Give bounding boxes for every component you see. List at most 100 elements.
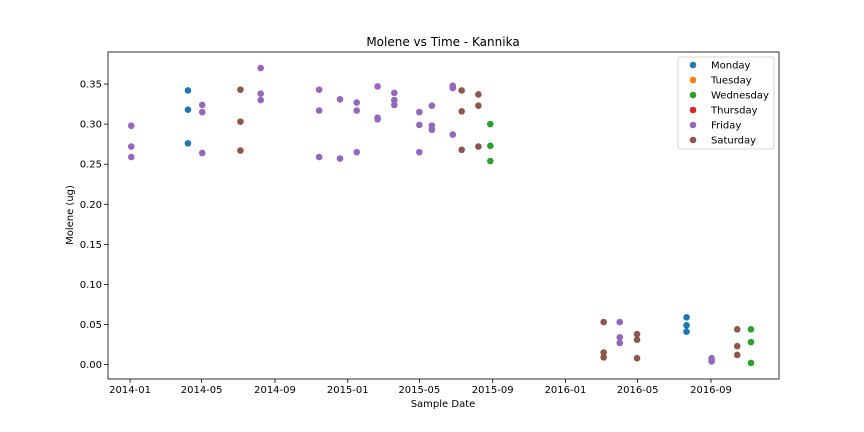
data-point-friday xyxy=(127,143,135,150)
legend-marker-saturday xyxy=(689,136,697,144)
x-tick-label: 2015-05 xyxy=(398,385,440,396)
y-axis-label: Molene (ug) xyxy=(65,185,76,245)
data-point-saturday xyxy=(633,336,641,344)
data-point-friday xyxy=(390,101,398,109)
y-tick-label: 0.05 xyxy=(80,320,102,331)
x-tick-label: 2015-01 xyxy=(327,385,369,396)
x-tick-label: 2014-01 xyxy=(109,385,151,396)
data-point-monday xyxy=(683,328,690,336)
data-point-saturday xyxy=(633,330,641,338)
x-axis-ticks: 2014-01 2014-05 2014-09 2015-01 2015-05 2015-… xyxy=(109,379,732,396)
data-point-saturday xyxy=(458,108,465,115)
data-point-saturday xyxy=(733,326,741,333)
data-point-friday xyxy=(428,102,436,109)
data-point-saturday xyxy=(237,86,244,93)
data-point-friday xyxy=(127,153,135,161)
data-point-friday xyxy=(353,148,361,156)
legend-label-wednesday: Wednesday xyxy=(711,91,769,102)
legend-label-tuesday: Tuesday xyxy=(710,76,752,87)
data-point-saturday xyxy=(600,318,607,326)
data-point-friday xyxy=(374,116,381,123)
x-tick-label: 2014-05 xyxy=(181,385,223,396)
data-point-monday xyxy=(184,140,192,147)
legend-marker-thursday xyxy=(689,106,697,114)
x-tick-label: 2014-09 xyxy=(254,385,296,396)
data-point-friday xyxy=(336,155,344,162)
legend-label-friday: Friday xyxy=(711,121,741,132)
data-point-wednesday xyxy=(487,157,494,165)
y-tick-label: 0.15 xyxy=(80,240,102,251)
y-tick-label: 0.10 xyxy=(80,280,102,291)
data-point-friday xyxy=(257,90,264,97)
data-point-friday xyxy=(127,122,135,130)
data-point-friday xyxy=(708,358,715,365)
plot-area xyxy=(108,52,779,379)
data-point-friday xyxy=(315,86,323,93)
x-axis-label: Sample Date xyxy=(411,399,476,410)
data-point-wednesday xyxy=(747,326,755,333)
data-point-monday xyxy=(184,87,192,94)
data-point-monday xyxy=(683,322,690,329)
data-point-saturday xyxy=(237,118,244,126)
data-point-friday xyxy=(257,64,264,72)
data-point-friday xyxy=(374,83,381,90)
legend-box xyxy=(677,56,775,150)
data-point-friday xyxy=(257,96,264,104)
y-axis-ticks: 0.00 0.05 0.10 0.15 0.20 0.25 0.30 0.35 xyxy=(80,80,108,371)
data-point-saturday xyxy=(600,354,607,361)
data-point-wednesday xyxy=(487,142,494,150)
data-point-wednesday xyxy=(747,359,755,367)
data-point-friday xyxy=(198,101,206,109)
legend-marker-monday xyxy=(689,61,697,69)
legend-marker-wednesday xyxy=(689,91,697,99)
data-point-saturday xyxy=(475,91,482,98)
data-point-saturday xyxy=(458,87,465,94)
data-point-friday xyxy=(449,131,457,138)
data-point-friday xyxy=(198,149,206,157)
y-tick-label: 0.20 xyxy=(80,200,102,211)
data-point-saturday xyxy=(237,147,244,154)
legend-label-thursday: Thursday xyxy=(710,106,758,117)
legend-label-saturday: Saturday xyxy=(711,136,756,147)
data-point-friday xyxy=(616,334,624,341)
data-point-friday xyxy=(353,99,361,106)
data-point-friday xyxy=(315,107,323,114)
data-point-friday xyxy=(353,107,361,114)
data-point-friday xyxy=(336,95,344,103)
data-point-friday xyxy=(315,153,323,161)
data-point-friday xyxy=(449,84,457,92)
data-point-saturday xyxy=(733,351,741,359)
data-point-saturday xyxy=(633,354,641,362)
x-tick-label: 2016-05 xyxy=(617,385,659,396)
x-tick-label: 2015-09 xyxy=(472,385,514,396)
x-tick-label: 2016-09 xyxy=(690,385,732,396)
legend-label-monday: Monday xyxy=(711,61,751,72)
y-tick-label: 0.30 xyxy=(80,120,102,131)
data-point-wednesday xyxy=(487,120,494,128)
chart-title: Molene vs Time - Kannika xyxy=(366,35,519,49)
data-point-friday xyxy=(416,148,423,156)
plot-frame xyxy=(107,51,780,380)
y-tick-label: 0.00 xyxy=(80,360,102,371)
data-point-friday xyxy=(390,96,398,104)
data-point-friday xyxy=(616,339,624,347)
data-point-saturday xyxy=(733,342,741,350)
data-point-monday xyxy=(184,106,192,114)
legend-marker-tuesday xyxy=(689,76,697,84)
data-point-friday xyxy=(198,108,206,116)
data-point-friday xyxy=(428,126,436,134)
x-tick-label: 2016-01 xyxy=(545,385,587,396)
y-tick-label: 0.25 xyxy=(80,160,102,171)
data-point-friday xyxy=(416,108,423,116)
data-point-saturday xyxy=(600,349,607,356)
y-tick-label: 0.35 xyxy=(80,80,102,91)
legend-marker-friday xyxy=(689,121,697,129)
data-point-friday xyxy=(390,89,398,97)
legend: Monday Tuesday Wednesday Thursday Friday Satu… xyxy=(677,56,775,150)
data-point-wednesday xyxy=(747,338,755,346)
data-point-friday xyxy=(416,121,423,129)
data-point-monday xyxy=(683,313,690,321)
data-point-friday xyxy=(616,318,624,326)
data-point-saturday xyxy=(458,146,465,154)
